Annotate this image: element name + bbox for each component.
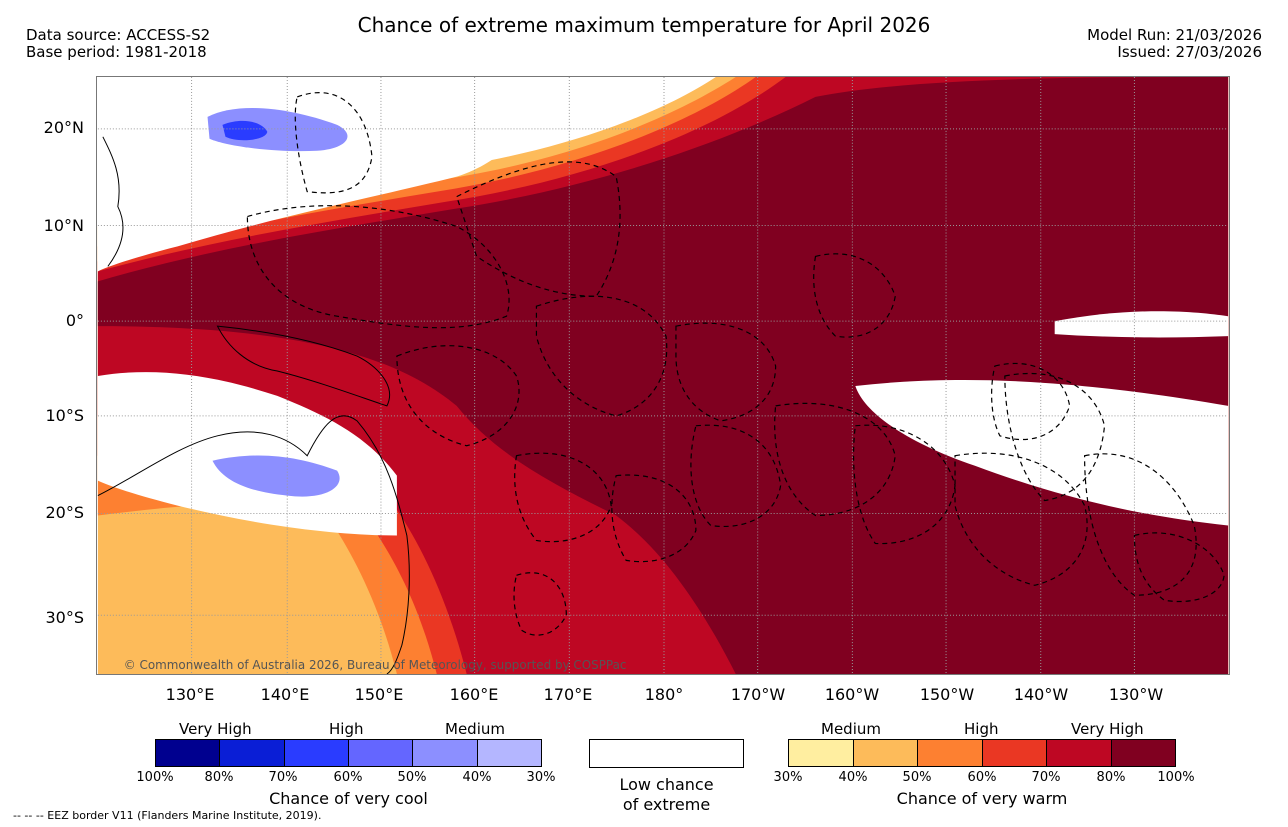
- warm-tick: 30%: [773, 770, 803, 785]
- cool-caption: Chance of very cool: [269, 789, 428, 808]
- data-source-text: Data source: ACCESS-S2: [26, 26, 211, 44]
- cool-tick: 50%: [397, 770, 427, 785]
- cool-swatch-3: [284, 740, 349, 766]
- cool-header-medium: Medium: [445, 720, 505, 738]
- lon-label-160e: 160°E: [449, 685, 499, 704]
- lon-label-160w: 160°W: [824, 685, 880, 704]
- warm-header-high: High: [964, 720, 999, 738]
- cool-tick: 80%: [204, 770, 234, 785]
- cool-color-bar: [155, 739, 542, 767]
- lon-label-130w: 130°W: [1108, 685, 1164, 704]
- warm-tick: 60%: [967, 770, 997, 785]
- low-chance-label: Low chance of extreme: [589, 775, 744, 815]
- map-title: Chance of extreme maximum temperature fo…: [357, 13, 931, 37]
- warm-swatch-1: [789, 740, 854, 766]
- low-chance-line2: of extreme: [622, 795, 711, 814]
- lon-label-140e: 140°E: [260, 685, 310, 704]
- lon-label-150e: 150°E: [354, 685, 404, 704]
- header-right: Model Run: 21/03/2026 Issued: 27/03/2026: [1087, 27, 1262, 61]
- warm-tick: 80%: [1096, 770, 1126, 785]
- header-left: Data source: ACCESS-S2 Base period: 1981…: [26, 27, 210, 61]
- cool-tick: 60%: [333, 770, 363, 785]
- forecast-map: © Commonwealth of Australia 2026, Bureau…: [96, 76, 1230, 675]
- warm-swatch-4: [982, 740, 1047, 766]
- lat-label-10n: 10°N: [43, 216, 84, 235]
- cool-header-very-high: Very High: [179, 720, 252, 738]
- cool-tick: 30%: [526, 770, 556, 785]
- lon-label-130e: 130°E: [165, 685, 215, 704]
- warm-swatch-5: [1047, 740, 1112, 766]
- low-chance-swatch: [589, 739, 744, 768]
- lat-label-10s: 10°S: [45, 406, 84, 425]
- low-chance-north-pacific: [97, 77, 524, 272]
- philippines-coastline: [102, 136, 124, 267]
- low-chance-australia: [97, 372, 397, 536]
- lon-label-170w: 170°W: [730, 685, 786, 704]
- map-copyright: © Commonwealth of Australia 2026, Bureau…: [124, 658, 627, 672]
- low-chance-east-pacific: [855, 380, 1229, 526]
- lat-label-equator: 0°: [65, 311, 84, 330]
- warm-color-bar: [788, 739, 1176, 767]
- warm-swatch-2: [853, 740, 918, 766]
- model-run-text: Model Run: 21/03/2026: [1087, 26, 1262, 44]
- lon-label-140w: 140°W: [1013, 685, 1069, 704]
- base-period-text: Base period: 1981-2018: [26, 43, 207, 61]
- low-chance-line1: Low chance: [619, 775, 714, 794]
- cool-header-high: High: [329, 720, 364, 738]
- cool-patch-australia: [212, 455, 340, 497]
- low-chance-equator-east: [1054, 311, 1229, 338]
- australia-coastline: [97, 415, 410, 674]
- cool-swatch-4: [348, 740, 414, 766]
- map-gridlines: [97, 77, 1229, 674]
- warm-caption: Chance of very warm: [896, 789, 1068, 808]
- cool-patch-north: [207, 108, 348, 152]
- warm-tick: 70%: [1031, 770, 1061, 785]
- new-guinea-coastline: [216, 325, 390, 407]
- warm-tick: 100%: [1157, 770, 1195, 785]
- cool-swatch-6: [477, 740, 541, 766]
- lat-label-30s: 30°S: [45, 608, 84, 627]
- warm-swatch-6: [1111, 740, 1175, 766]
- warm-header-medium: Medium: [821, 720, 881, 738]
- eez-footer-note: -- -- -- EEZ border V11 (Flanders Marine…: [13, 809, 322, 822]
- lon-label-170e: 170°E: [543, 685, 593, 704]
- cool-swatch-1: [156, 740, 221, 766]
- cool-tick: 40%: [462, 770, 492, 785]
- cool-tick: 70%: [268, 770, 298, 785]
- warm-swatch-3: [918, 740, 983, 766]
- warm-tick: 40%: [838, 770, 868, 785]
- warm-extreme-region: [97, 77, 1229, 674]
- lat-label-20s: 20°S: [45, 503, 84, 522]
- cool-swatch-2: [220, 740, 285, 766]
- issued-text: Issued: 27/03/2026: [1117, 43, 1262, 61]
- lon-label-150w: 150°W: [919, 685, 975, 704]
- cool-swatch-5: [413, 740, 478, 766]
- warm-tick: 50%: [902, 770, 932, 785]
- cool-patch-north-core: [222, 120, 268, 141]
- cool-tick: 100%: [136, 770, 174, 785]
- lon-label-180: 180°: [644, 685, 684, 704]
- lat-label-20n: 20°N: [43, 118, 84, 137]
- warm-header-very-high: Very High: [1071, 720, 1144, 738]
- eez-borders: [246, 92, 1225, 636]
